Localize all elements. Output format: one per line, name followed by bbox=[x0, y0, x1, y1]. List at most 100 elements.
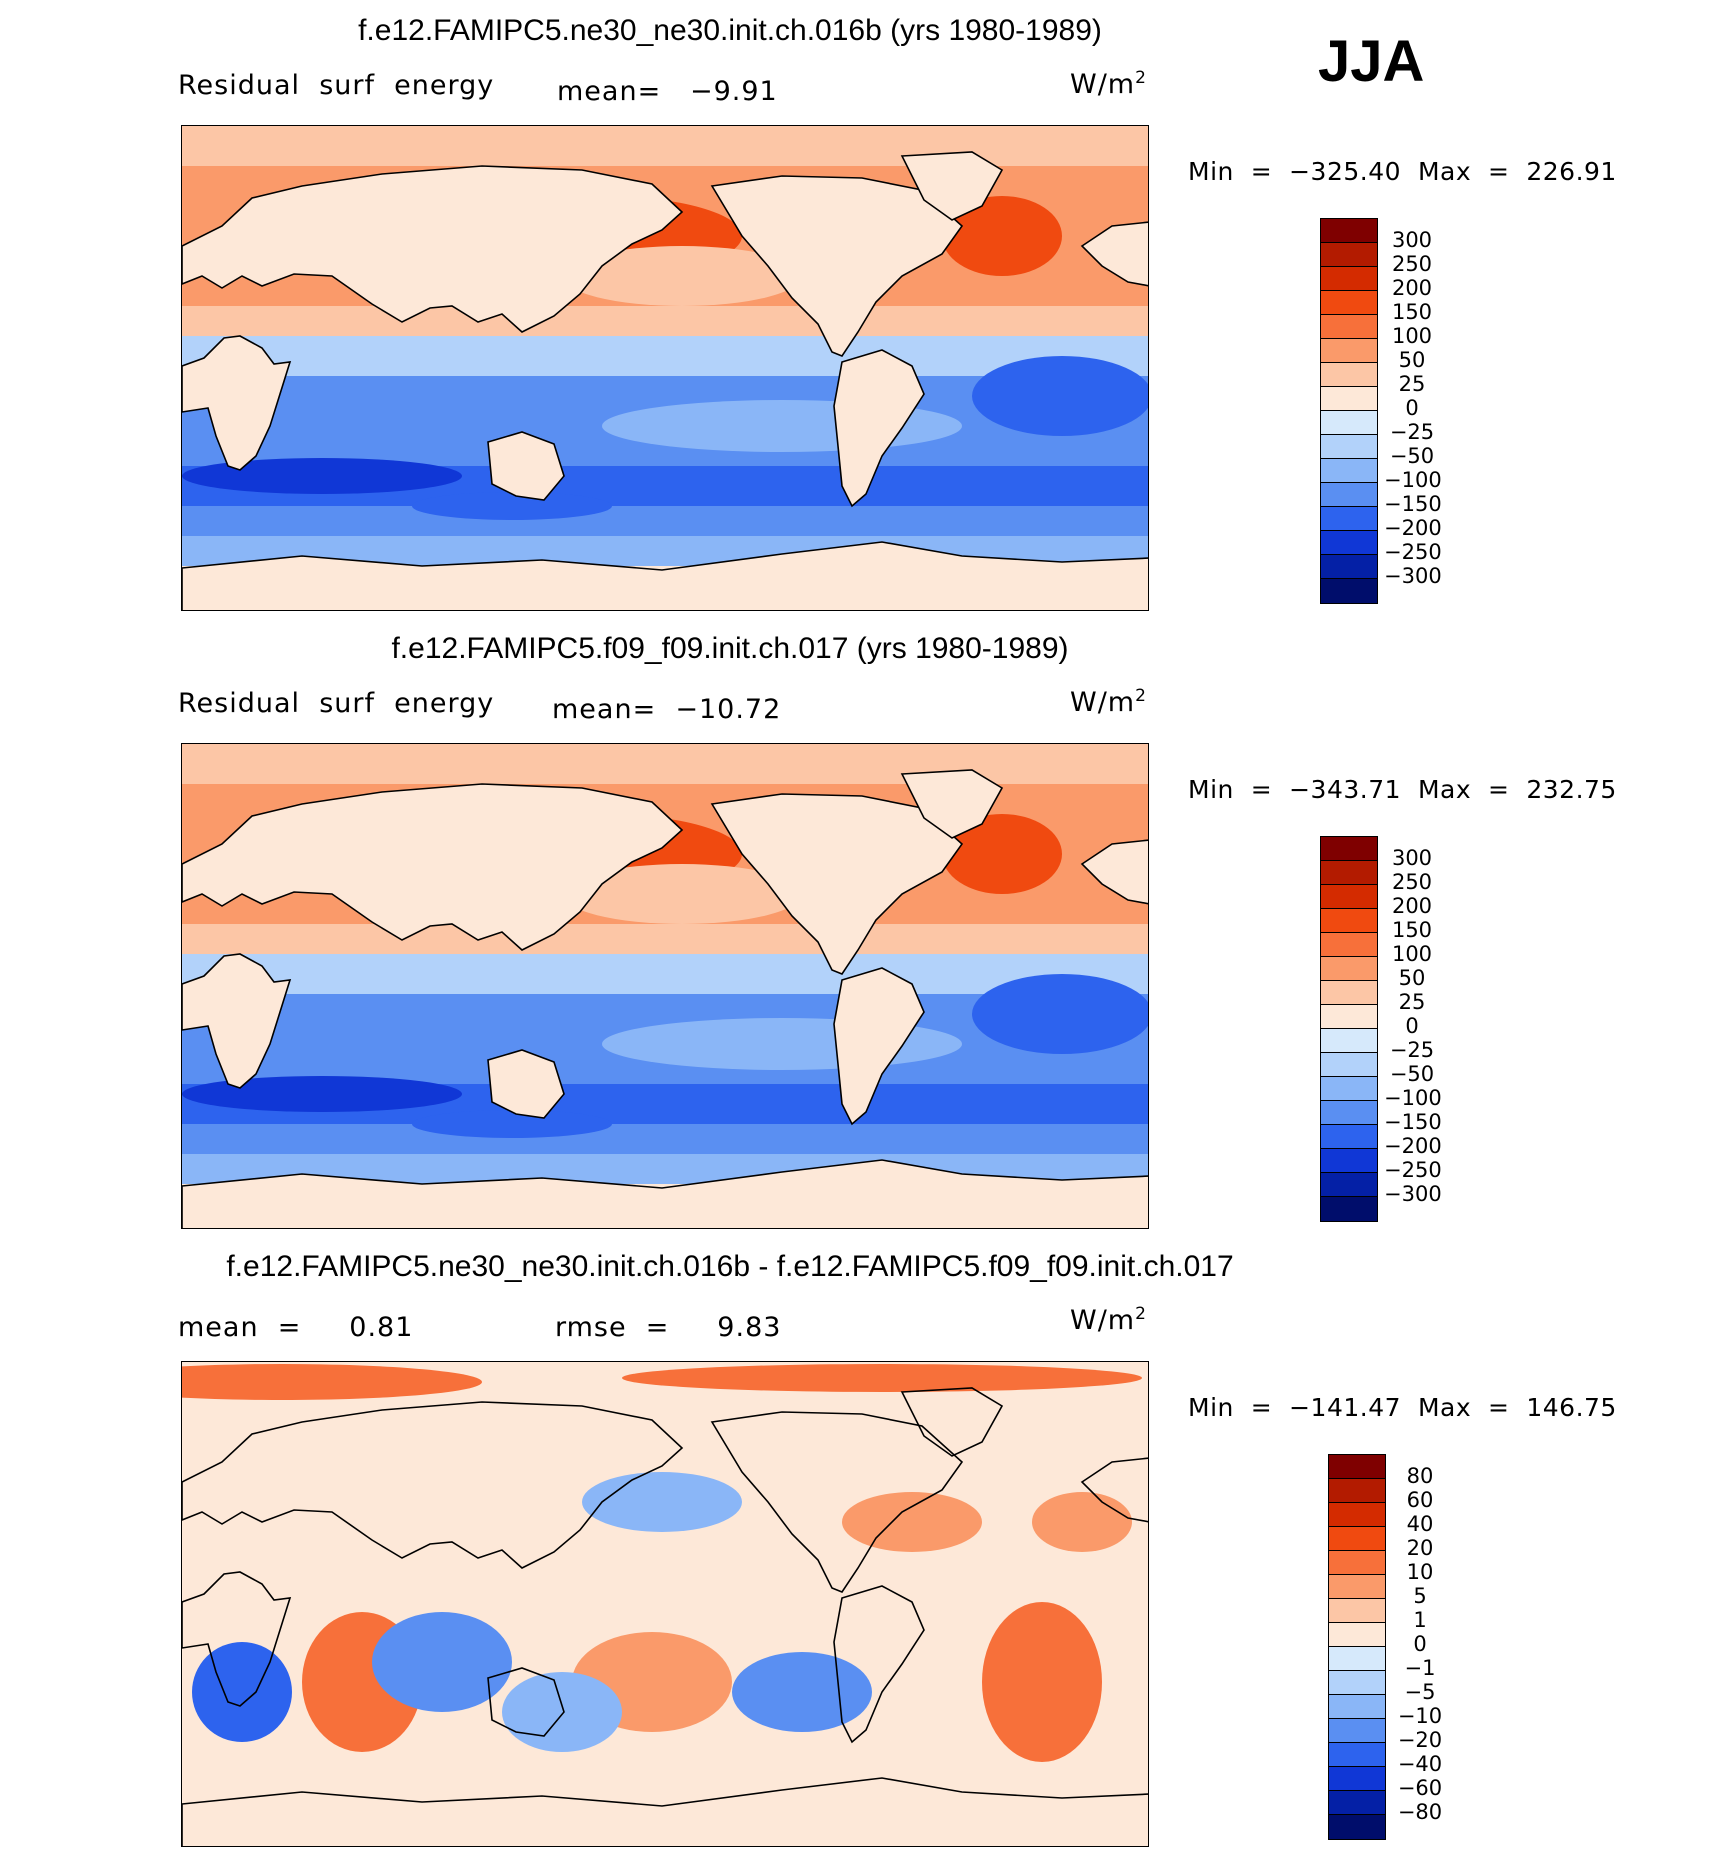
map-plot bbox=[181, 1361, 1149, 1847]
colorbar-tick-label: 20 bbox=[1406, 1536, 1434, 1560]
panel-title: f.e12.FAMIPC5.ne30_ne30.init.ch.016b (yr… bbox=[358, 14, 1102, 47]
colorbar-tick-label: 0 bbox=[1405, 396, 1419, 420]
colorbar-tick-label: −100 bbox=[1384, 468, 1442, 492]
colorbar-swatch bbox=[1328, 1502, 1386, 1528]
colorbar-tick-label: 200 bbox=[1391, 894, 1433, 918]
colorbar-swatch bbox=[1328, 1550, 1386, 1576]
colorbar-tick-label: −40 bbox=[1397, 1752, 1443, 1776]
colorbar-tick-label: 80 bbox=[1406, 1464, 1434, 1488]
season-label: JJA bbox=[1318, 29, 1425, 94]
colorbar-swatch bbox=[1320, 554, 1378, 580]
map-contours bbox=[182, 126, 1148, 610]
mean-label: mean= −9.91 bbox=[557, 76, 778, 107]
colorbar-swatch bbox=[1320, 530, 1378, 556]
units-label: W/m2 bbox=[1070, 68, 1147, 100]
colorbar-tick-label: 10 bbox=[1406, 1560, 1434, 1584]
colorbar-swatch bbox=[1320, 1076, 1378, 1102]
colorbar-swatch bbox=[1320, 932, 1378, 958]
colorbar-tick-label: −150 bbox=[1384, 492, 1442, 516]
colorbar-tick-label: 25 bbox=[1398, 372, 1426, 396]
colorbar-tick-label: 100 bbox=[1391, 942, 1433, 966]
colorbar-swatch bbox=[1328, 1598, 1386, 1624]
colorbar-tick-label: 50 bbox=[1398, 348, 1426, 372]
colorbar-tick-label: −60 bbox=[1397, 1776, 1443, 1800]
colorbar-swatch bbox=[1320, 908, 1378, 934]
variable-label: Residual surf energy bbox=[178, 70, 495, 101]
mean-label: mean = 0.81 bbox=[178, 1312, 414, 1343]
colorbar-tick-label: 150 bbox=[1391, 918, 1433, 942]
colorbar-swatch bbox=[1320, 338, 1378, 364]
colorbar-tick-label: 40 bbox=[1406, 1512, 1434, 1536]
colorbar-swatch bbox=[1320, 314, 1378, 340]
colorbar-swatch bbox=[1328, 1454, 1386, 1480]
colorbar-swatch bbox=[1320, 1196, 1378, 1222]
panel-title: f.e12.FAMIPC5.ne30_ne30.init.ch.016b - f… bbox=[226, 1250, 1234, 1283]
colorbar-swatch bbox=[1328, 1574, 1386, 1600]
colorbar-tick-label: 200 bbox=[1391, 276, 1433, 300]
colorbar-swatch bbox=[1320, 410, 1378, 436]
colorbar-tick-label: 100 bbox=[1391, 324, 1433, 348]
colorbar-swatch bbox=[1328, 1622, 1386, 1648]
colorbar-tick-label: −20 bbox=[1397, 1728, 1443, 1752]
map-contours bbox=[182, 744, 1148, 1228]
min-max-label: Min = −343.71 Max = 232.75 bbox=[1188, 775, 1617, 804]
panel-model-ne30: f.e12.FAMIPC5.ne30_ne30.init.ch.016b (yr… bbox=[0, 0, 1710, 620]
colorbar-swatch bbox=[1320, 242, 1378, 268]
colorbar-tick-label: −200 bbox=[1384, 1134, 1442, 1158]
colorbar-swatch bbox=[1320, 956, 1378, 982]
colorbar-swatch bbox=[1320, 362, 1378, 388]
map-contours bbox=[182, 1362, 1148, 1846]
units-label: W/m2 bbox=[1070, 686, 1147, 718]
colorbar-swatch bbox=[1328, 1742, 1386, 1768]
colorbar-swatch bbox=[1328, 1670, 1386, 1696]
colorbar-swatch bbox=[1320, 482, 1378, 508]
colorbar-swatch bbox=[1320, 860, 1378, 886]
colorbar-swatch bbox=[1320, 1052, 1378, 1078]
colorbar-tick-label: −300 bbox=[1384, 564, 1442, 588]
colorbar-swatch bbox=[1320, 1124, 1378, 1150]
panel-difference: f.e12.FAMIPC5.ne30_ne30.init.ch.016b - f… bbox=[0, 1236, 1710, 1856]
colorbar-swatch bbox=[1320, 266, 1378, 292]
colorbar-swatch bbox=[1320, 1172, 1378, 1198]
colorbar-tick-label: 25 bbox=[1398, 990, 1426, 1014]
colorbar-swatch bbox=[1320, 1100, 1378, 1126]
colorbar-swatch bbox=[1320, 506, 1378, 532]
colorbar-swatch bbox=[1320, 578, 1378, 604]
rmse-label: rmse = 9.83 bbox=[555, 1312, 782, 1343]
colorbar-swatch bbox=[1320, 218, 1378, 244]
colorbar-tick-label: 0 bbox=[1413, 1632, 1427, 1656]
colorbar-tick-label: −250 bbox=[1384, 1158, 1442, 1182]
panel-title: f.e12.FAMIPC5.f09_f09.init.ch.017 (yrs 1… bbox=[391, 632, 1069, 665]
colorbar-tick-label: −25 bbox=[1389, 420, 1435, 444]
colorbar-swatch bbox=[1320, 1148, 1378, 1174]
colorbar-tick-label: 0 bbox=[1405, 1014, 1419, 1038]
colorbar-tick-label: 300 bbox=[1391, 228, 1433, 252]
colorbar-tick-label: −1 bbox=[1404, 1656, 1436, 1680]
colorbar-swatch bbox=[1320, 836, 1378, 862]
colorbar-swatch bbox=[1320, 434, 1378, 460]
colorbar-tick-label: 50 bbox=[1398, 966, 1426, 990]
colorbar-swatch bbox=[1320, 884, 1378, 910]
colorbar-tick-label: 300 bbox=[1391, 846, 1433, 870]
colorbar-tick-label: −5 bbox=[1404, 1680, 1436, 1704]
map-plot bbox=[181, 125, 1149, 611]
colorbar-tick-label: −250 bbox=[1384, 540, 1442, 564]
colorbar-swatch bbox=[1320, 980, 1378, 1006]
colorbar-tick-label: 5 bbox=[1413, 1584, 1427, 1608]
colorbar-swatch bbox=[1328, 1694, 1386, 1720]
colorbar-tick-label: 250 bbox=[1391, 870, 1433, 894]
colorbar-swatch bbox=[1320, 386, 1378, 412]
colorbar-tick-label: −200 bbox=[1384, 516, 1442, 540]
min-max-label: Min = −141.47 Max = 146.75 bbox=[1188, 1393, 1617, 1422]
colorbar-swatch bbox=[1320, 1028, 1378, 1054]
colorbar-swatch bbox=[1328, 1526, 1386, 1552]
colorbar-tick-label: −50 bbox=[1389, 444, 1435, 468]
min-max-label: Min = −325.40 Max = 226.91 bbox=[1188, 157, 1617, 186]
variable-label: Residual surf energy bbox=[178, 688, 495, 719]
colorbar-tick-label: −300 bbox=[1384, 1182, 1442, 1206]
colorbar-tick-label: −50 bbox=[1389, 1062, 1435, 1086]
colorbar-swatch bbox=[1328, 1646, 1386, 1672]
colorbar-tick-label: 60 bbox=[1406, 1488, 1434, 1512]
colorbar-tick-label: 250 bbox=[1391, 252, 1433, 276]
colorbar-swatch bbox=[1328, 1814, 1386, 1840]
